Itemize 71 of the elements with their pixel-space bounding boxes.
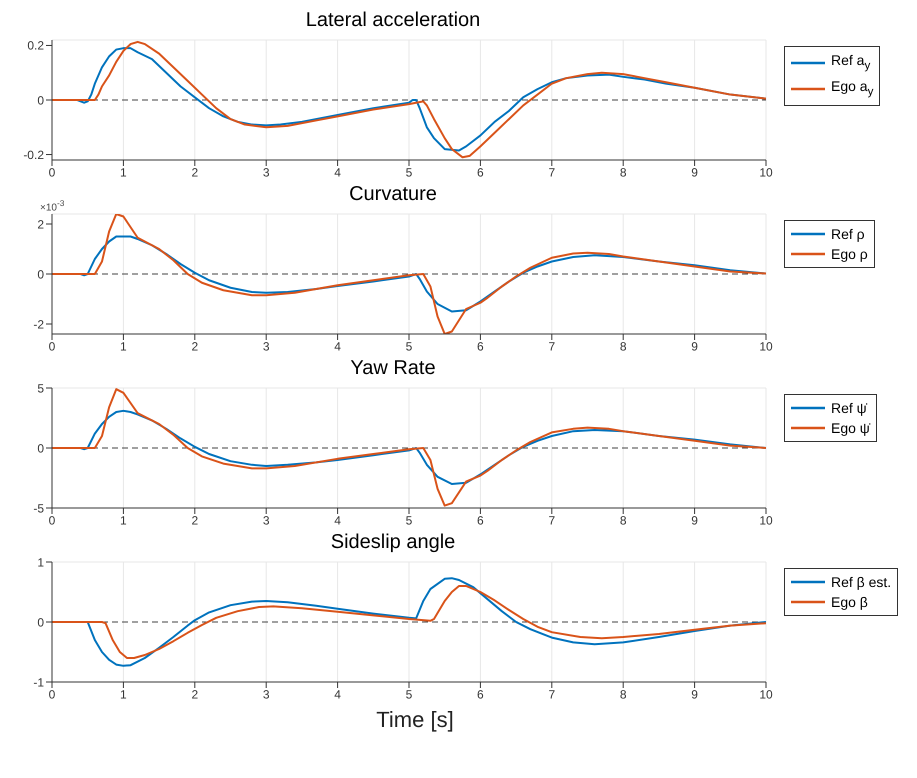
y-tick-label: 0 — [37, 615, 44, 630]
y-tick-label: -2 — [33, 317, 44, 332]
x-tick-label: 10 — [759, 340, 773, 354]
x-tick-label: 2 — [191, 166, 198, 180]
text: ×10$^{-3}$ — [40, 198, 64, 214]
x-tick-label: 5 — [406, 688, 413, 702]
x-tick-label: 2 — [191, 688, 198, 702]
x-tick-label: 9 — [691, 166, 698, 180]
x-tick-label: 2 — [191, 340, 198, 354]
chart-title: Lateral acceleration — [304, 8, 482, 32]
x-tick-label: 8 — [620, 514, 627, 528]
x-tick-label: 0 — [48, 340, 56, 354]
legend-label: Ego ψ̇ — [831, 419, 870, 438]
chart-title: Curvature — [349, 183, 437, 205]
chart-title: Yaw Rate — [349, 356, 437, 380]
x-tick-label: 9 — [691, 514, 698, 528]
y-tick-label: -0.2 — [23, 148, 44, 162]
y-tick-label: 0.2 — [27, 38, 44, 53]
x-tick-label: 6 — [477, 514, 484, 528]
x-tick-label: 0 — [48, 688, 56, 702]
x-tick-label: 3 — [262, 340, 270, 354]
x-tick-label: 7 — [548, 340, 556, 354]
x-tick-label: 10 — [759, 514, 773, 528]
x-tick-label: 1 — [120, 688, 128, 702]
x-tick-label: 7 — [548, 166, 556, 180]
y-tick-label: 0 — [37, 267, 44, 282]
y-tick-label: 0 — [37, 93, 44, 108]
chart-title: Sideslip angle — [330, 530, 456, 554]
x-tick-label: 8 — [620, 340, 627, 354]
x-tick-label: 10 — [759, 166, 773, 180]
x-tick-label: 6 — [477, 688, 484, 702]
legend-label: Ref β est. — [831, 573, 892, 592]
y-tick-label: 2 — [37, 217, 44, 232]
legend-label: Ref ψ̇ — [831, 399, 867, 418]
x-tick-label: 5 — [406, 166, 413, 180]
x-tick-label: 4 — [334, 166, 342, 180]
y-tick-label: -5 — [33, 501, 44, 516]
x-tick-label: 3 — [262, 514, 270, 528]
x-tick-label: 1 — [120, 514, 128, 528]
legend-label: Ego ρ — [831, 245, 868, 264]
legend-label: Ref ρ — [831, 225, 865, 244]
x-axis-title: Time [s] — [375, 706, 455, 734]
y-tick-label: 1 — [37, 555, 44, 570]
x-tick-label: 5 — [406, 340, 413, 354]
legend-label: Ego a$_{y}$ — [831, 76, 874, 100]
x-tick-label: 3 — [262, 166, 270, 180]
x-tick-label: 4 — [334, 514, 342, 528]
legend-label: Ref a$_{y}$ — [831, 51, 870, 74]
x-tick-label: 10 — [759, 688, 773, 702]
x-tick-label: 7 — [548, 514, 556, 528]
x-tick-label: 9 — [691, 340, 698, 354]
y-tick-label: 0 — [37, 441, 44, 456]
x-tick-label: 2 — [191, 514, 198, 528]
x-tick-label: 1 — [120, 166, 128, 180]
x-tick-label: 1 — [120, 340, 128, 354]
line-series — [52, 585, 766, 659]
y-tick-label: 5 — [37, 381, 44, 396]
x-tick-label: 8 — [620, 688, 627, 702]
x-tick-label: 8 — [620, 166, 627, 180]
x-tick-label: 0 — [48, 166, 56, 180]
x-tick-label: 4 — [334, 688, 342, 702]
x-tick-label: 5 — [406, 514, 413, 528]
x-tick-label: 7 — [548, 688, 556, 702]
y-tick-label: -1 — [33, 675, 44, 690]
x-tick-label: 9 — [691, 688, 698, 702]
x-tick-label: 3 — [262, 688, 270, 702]
x-tick-label: 6 — [477, 166, 484, 180]
x-tick-label: 4 — [334, 340, 342, 354]
legend-label: Ego β — [831, 593, 868, 612]
x-tick-label: 6 — [477, 340, 484, 354]
x-tick-label: 0 — [48, 514, 56, 528]
